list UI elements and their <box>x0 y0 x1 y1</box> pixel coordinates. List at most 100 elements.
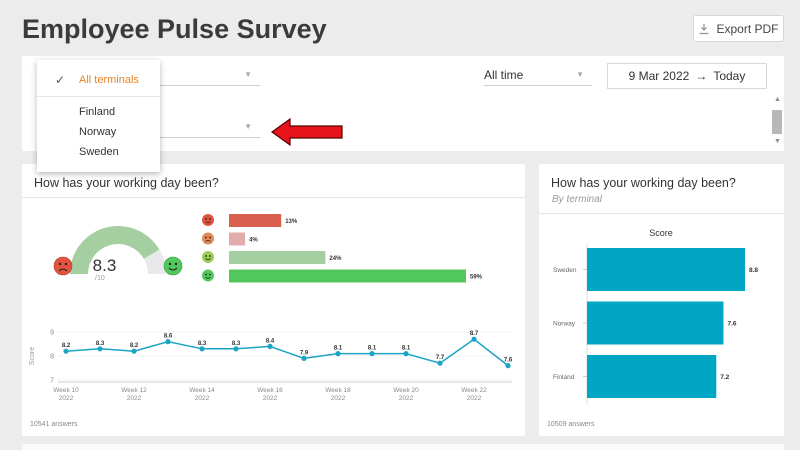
export-pdf-label: Export PDF <box>716 21 779 36</box>
mood-distribution-chart: 13% 4% 24% 59% <box>202 214 483 283</box>
data-point[interactable] <box>165 339 171 345</box>
data-point-label: 8.1 <box>334 346 343 352</box>
data-point[interactable] <box>505 363 511 369</box>
time-range-value: All time <box>484 68 524 82</box>
very-sad-face-icon <box>202 214 214 226</box>
distribution-bar <box>229 232 246 246</box>
data-point[interactable] <box>267 343 273 349</box>
y-tick-label: 8 <box>50 354 54 361</box>
y-axis-label: Score <box>29 347 36 365</box>
x-tick-year: 2022 <box>263 395 278 402</box>
x-tick-label: Week 16 <box>257 387 283 394</box>
happy-face-icon <box>202 251 214 263</box>
data-point[interactable] <box>199 346 205 352</box>
dropdown-option-norway[interactable]: Norway <box>37 122 160 142</box>
chevron-down-icon: ▼ <box>576 70 584 79</box>
card-divider <box>539 213 784 214</box>
data-point[interactable] <box>437 360 443 366</box>
data-point[interactable] <box>233 346 239 352</box>
chevron-down-icon: ▼ <box>244 122 252 131</box>
data-point-label: 8.3 <box>232 341 241 347</box>
terminal-dropdown-menu: ✓ All terminals Finland Norway Sweden <box>37 60 160 172</box>
distribution-bar <box>229 269 466 283</box>
gauge-score-value: 8.3 <box>92 256 117 275</box>
data-point-label: 7.7 <box>436 355 445 361</box>
data-point-label: 8.7 <box>470 331 479 337</box>
card-subtitle: By terminal <box>552 194 603 205</box>
terminal-bar[interactable] <box>587 355 717 398</box>
distribution-bar <box>229 251 326 264</box>
distribution-bar-label: 59% <box>470 275 483 281</box>
chart-title: Score <box>649 228 673 238</box>
data-point-label: 8.4 <box>266 338 275 344</box>
data-point[interactable] <box>471 336 477 342</box>
chevron-down-icon: ▼ <box>244 70 252 79</box>
date-from: 9 Mar 2022 <box>628 69 690 83</box>
card-title: How has your working day been? <box>34 176 219 190</box>
dropdown-option-label: Sweden <box>79 146 119 158</box>
export-pdf-button[interactable]: Export PDF <box>693 15 784 42</box>
scrollbar-thumb[interactable] <box>772 110 782 134</box>
x-tick-year: 2022 <box>195 395 210 402</box>
dropdown-option-sweden[interactable]: Sweden <box>37 142 160 162</box>
distribution-bar-label: 13% <box>285 219 298 225</box>
gauge-score-max: /10 <box>95 275 105 282</box>
terminal-bar-chart: Score Sweden 8.8 Norway 7.6 Finland 7.2 <box>553 228 758 404</box>
bar-value-label: 8.8 <box>749 267 758 274</box>
weekly-score-line-chart: Score 9 8 7 8.2 8.3 8.2 8.6 8.3 8.3 8.4 7.9 8.1 8.1 8.… <box>29 330 513 403</box>
data-point-label: 8.3 <box>96 341 105 347</box>
data-point-label: 7.6 <box>504 358 513 364</box>
filter-scrollbar[interactable]: ▲ ▼ <box>770 94 784 146</box>
dropdown-option-all-terminals[interactable]: ✓ All terminals <box>37 70 160 97</box>
data-point[interactable] <box>97 346 103 352</box>
very-happy-face-icon <box>202 269 214 282</box>
dropdown-option-finland[interactable]: Finland <box>37 102 160 122</box>
data-point[interactable] <box>335 351 341 357</box>
dropdown-option-label: Norway <box>79 126 117 138</box>
data-point-label: 8.2 <box>62 343 71 349</box>
data-point[interactable] <box>369 351 375 357</box>
category-label: Finland <box>553 374 575 381</box>
next-card-edge <box>22 444 784 450</box>
data-point-label: 7.9 <box>300 350 309 356</box>
data-point-label: 8.1 <box>402 346 411 352</box>
terminal-score-card: How has your working day been? By termin… <box>539 164 784 436</box>
distribution-bar <box>229 214 282 227</box>
x-tick-label: Week 10 <box>53 387 79 394</box>
scroll-down-icon[interactable]: ▼ <box>774 138 781 145</box>
date-range-picker[interactable]: 9 Mar 2022 → Today <box>607 63 767 89</box>
x-tick-year: 2022 <box>399 395 414 402</box>
working-day-card: How has your working day been? 8.3 /10 1… <box>22 164 525 436</box>
bar-value-label: 7.6 <box>727 321 736 328</box>
red-arrow-annotation <box>270 117 343 147</box>
x-tick-year: 2022 <box>59 395 74 402</box>
x-tick-label: Week 20 <box>393 387 419 394</box>
data-point-label: 8.3 <box>198 341 207 347</box>
happy-face-icon <box>163 256 183 276</box>
page-title: Employee Pulse Survey <box>22 14 327 44</box>
date-to: Today <box>713 69 746 83</box>
time-range-select[interactable]: All time ▼ <box>484 66 592 86</box>
secondary-select[interactable]: ▼ <box>140 118 260 138</box>
data-point[interactable] <box>63 348 69 354</box>
answers-count: 10509 answers <box>547 421 595 428</box>
data-point-label: 8.2 <box>130 343 139 349</box>
scroll-up-icon[interactable]: ▲ <box>774 96 781 103</box>
x-tick-year: 2022 <box>127 395 142 402</box>
distribution-bar-label: 24% <box>329 256 342 262</box>
data-point[interactable] <box>301 355 307 361</box>
y-tick-label: 7 <box>50 378 54 385</box>
x-tick-label: Week 22 <box>461 387 487 394</box>
card-title: How has your working day been? <box>551 176 736 190</box>
x-tick-label: Week 12 <box>121 387 147 394</box>
terminal-bar[interactable] <box>587 301 724 345</box>
terminal-bar[interactable] <box>587 248 745 291</box>
download-icon <box>699 23 709 34</box>
x-tick-label: Week 18 <box>325 387 351 394</box>
sad-face-icon <box>53 256 73 276</box>
x-tick-year: 2022 <box>467 395 482 402</box>
dropdown-option-label: Finland <box>79 106 116 118</box>
terminal-select[interactable]: ▼ <box>140 66 260 86</box>
data-point[interactable] <box>131 348 137 354</box>
data-point[interactable] <box>403 351 409 357</box>
